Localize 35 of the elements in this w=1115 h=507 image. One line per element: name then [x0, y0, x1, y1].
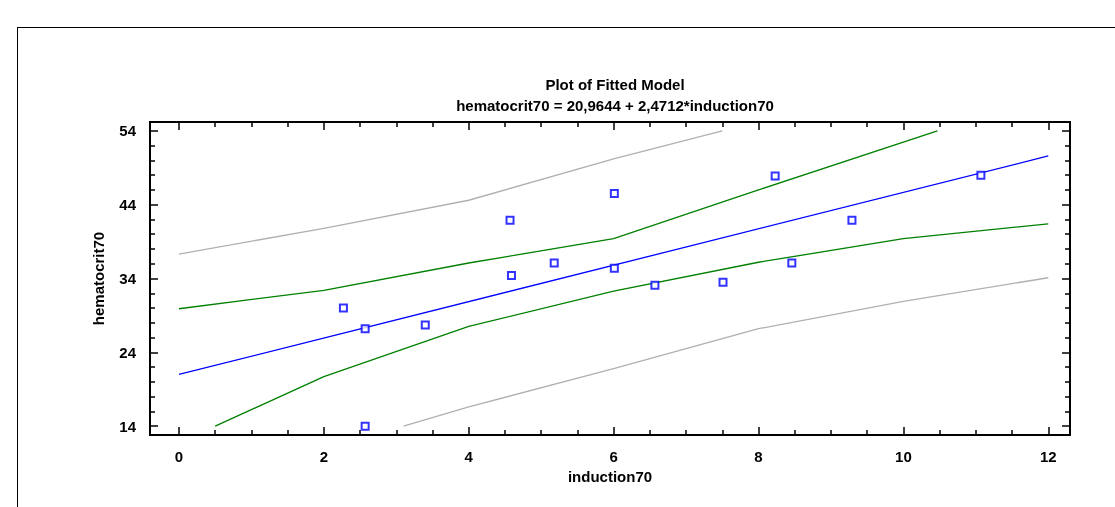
point	[609, 263, 619, 273]
line-series	[178, 130, 723, 255]
x-tick-label: 10	[895, 448, 912, 465]
line-series	[178, 130, 939, 310]
y-axis-title: hematocrit70	[90, 231, 107, 326]
y-tick-label: 54	[119, 122, 137, 140]
point	[718, 277, 728, 287]
point	[770, 171, 780, 181]
x-tick-label: 12	[1039, 448, 1057, 465]
line-series	[214, 223, 1049, 427]
y-tick-label: 34	[119, 270, 137, 287]
point	[338, 303, 348, 313]
point	[787, 258, 797, 268]
x-tick-label: 8	[754, 448, 763, 465]
x-tick-label: 2	[319, 448, 329, 465]
point	[609, 189, 619, 199]
point	[420, 320, 430, 330]
point	[650, 280, 660, 290]
point	[976, 170, 986, 180]
x-axis-title: induction70	[567, 467, 653, 485]
point	[360, 324, 370, 334]
point	[549, 258, 559, 268]
chart-title: Plot of Fitted Model	[545, 76, 685, 93]
chart-subtitle: hematocrit70 = 20,9644 + 2,4712*induction70	[456, 97, 774, 114]
point	[506, 271, 516, 281]
point	[505, 215, 515, 225]
line-series	[402, 277, 1049, 427]
x-tick-label: 6	[609, 448, 618, 465]
y-tick-label: 24	[119, 343, 137, 361]
point	[360, 421, 370, 431]
x-tick-label: 0	[174, 448, 184, 465]
point	[847, 215, 857, 225]
y-tick-label: 44	[119, 196, 137, 214]
y-tick-label: 14	[119, 417, 137, 435]
x-tick-label: 4	[464, 448, 474, 465]
